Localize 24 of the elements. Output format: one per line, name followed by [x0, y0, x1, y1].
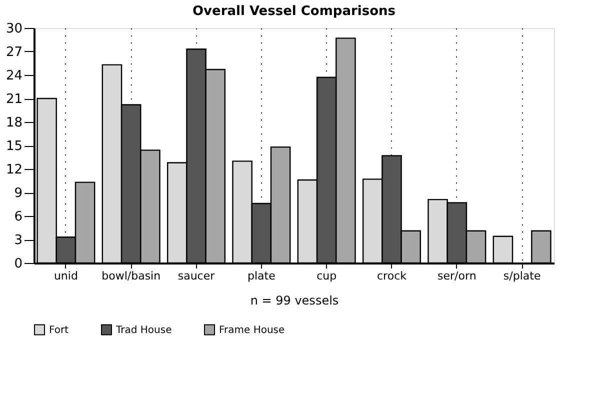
y-tick-label: 3: [14, 233, 22, 248]
y-tick-label: 9: [14, 186, 22, 201]
legend-label: Frame House: [219, 324, 285, 336]
y-tick-label: 15: [6, 139, 22, 154]
x-tick-label: saucer: [178, 270, 216, 282]
x-tick-label: bowl/basin: [102, 270, 161, 282]
y-tick-label: 24: [6, 68, 22, 84]
x-tick-label: plate: [247, 270, 276, 282]
y-tick-label: 12: [6, 162, 22, 178]
x-tick-label: unid: [54, 270, 78, 282]
chart-title: Overall Vessel Comparisons: [192, 4, 396, 19]
x-tick-label: s/plate: [503, 270, 541, 282]
legend-label: Fort: [49, 324, 69, 336]
y-tick-label: 6: [14, 210, 22, 224]
y-tick-label: 27: [6, 45, 22, 60]
y-tick-label: 0: [14, 256, 22, 272]
legend-label: Trad House: [115, 324, 172, 336]
x-tick-label: cup: [316, 270, 337, 282]
x-tick-label: ser/orn: [438, 270, 476, 282]
y-tick-label: 21: [6, 92, 22, 107]
x-tick-label: crock: [377, 270, 408, 282]
text: n = 99 vessels: [250, 294, 339, 308]
y-tick-label: 30: [6, 22, 22, 36]
y-tick-label: 18: [6, 116, 22, 130]
